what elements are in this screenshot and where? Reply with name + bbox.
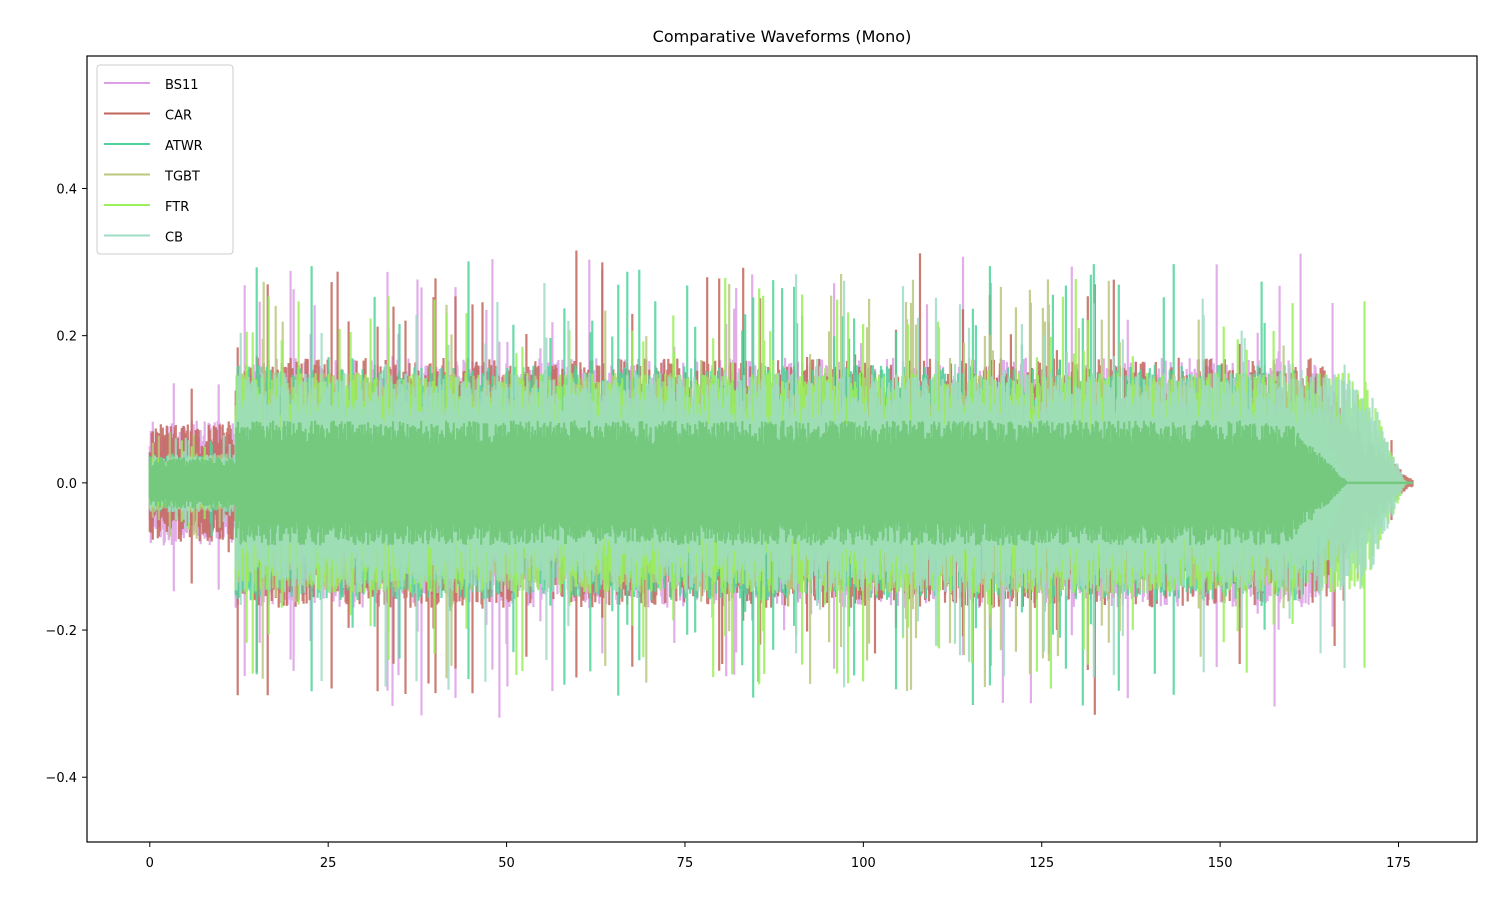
plot-frame — [86, 55, 1478, 843]
y-tick-label: 0.0 — [56, 477, 77, 492]
y-tick-label: 0.2 — [56, 330, 77, 345]
x-tick-label: 175 — [1386, 856, 1411, 871]
x-tick-label: 25 — [320, 856, 337, 871]
x-tick-label: 75 — [677, 856, 694, 871]
x-tick-label: 150 — [1208, 856, 1233, 871]
legend: BS11 CAR ATWR TGBT FTR CB — [96, 64, 234, 255]
y-tick-label: −0.2 — [45, 624, 77, 639]
legend-label-ftr: FTR — [165, 200, 189, 215]
legend-label-tgbt: TGBT — [164, 170, 200, 185]
x-tick-label: 125 — [1029, 856, 1054, 871]
chart-title: Comparative Waveforms (Mono) — [653, 27, 912, 46]
legend-label-car: CAR — [165, 109, 192, 124]
x-tick-label: 0 — [146, 856, 154, 871]
y-tick-label: 0.4 — [56, 182, 77, 197]
waveform-layer — [148, 250, 1414, 718]
legend-label-cb: CB — [165, 231, 183, 246]
waveform-dense-core — [148, 420, 1349, 546]
y-axis: 0.4 0.2 0.0 −0.2 −0.4 — [45, 182, 87, 786]
legend-box — [96, 64, 234, 255]
legend-label-bs11: BS11 — [165, 78, 198, 93]
legend-label-atwr: ATWR — [165, 139, 203, 154]
x-axis: 0 25 50 75 100 125 150 175 — [146, 842, 1411, 871]
x-tick-label: 50 — [498, 856, 515, 871]
x-tick-label: 100 — [851, 856, 876, 871]
y-tick-label: −0.4 — [45, 771, 77, 786]
